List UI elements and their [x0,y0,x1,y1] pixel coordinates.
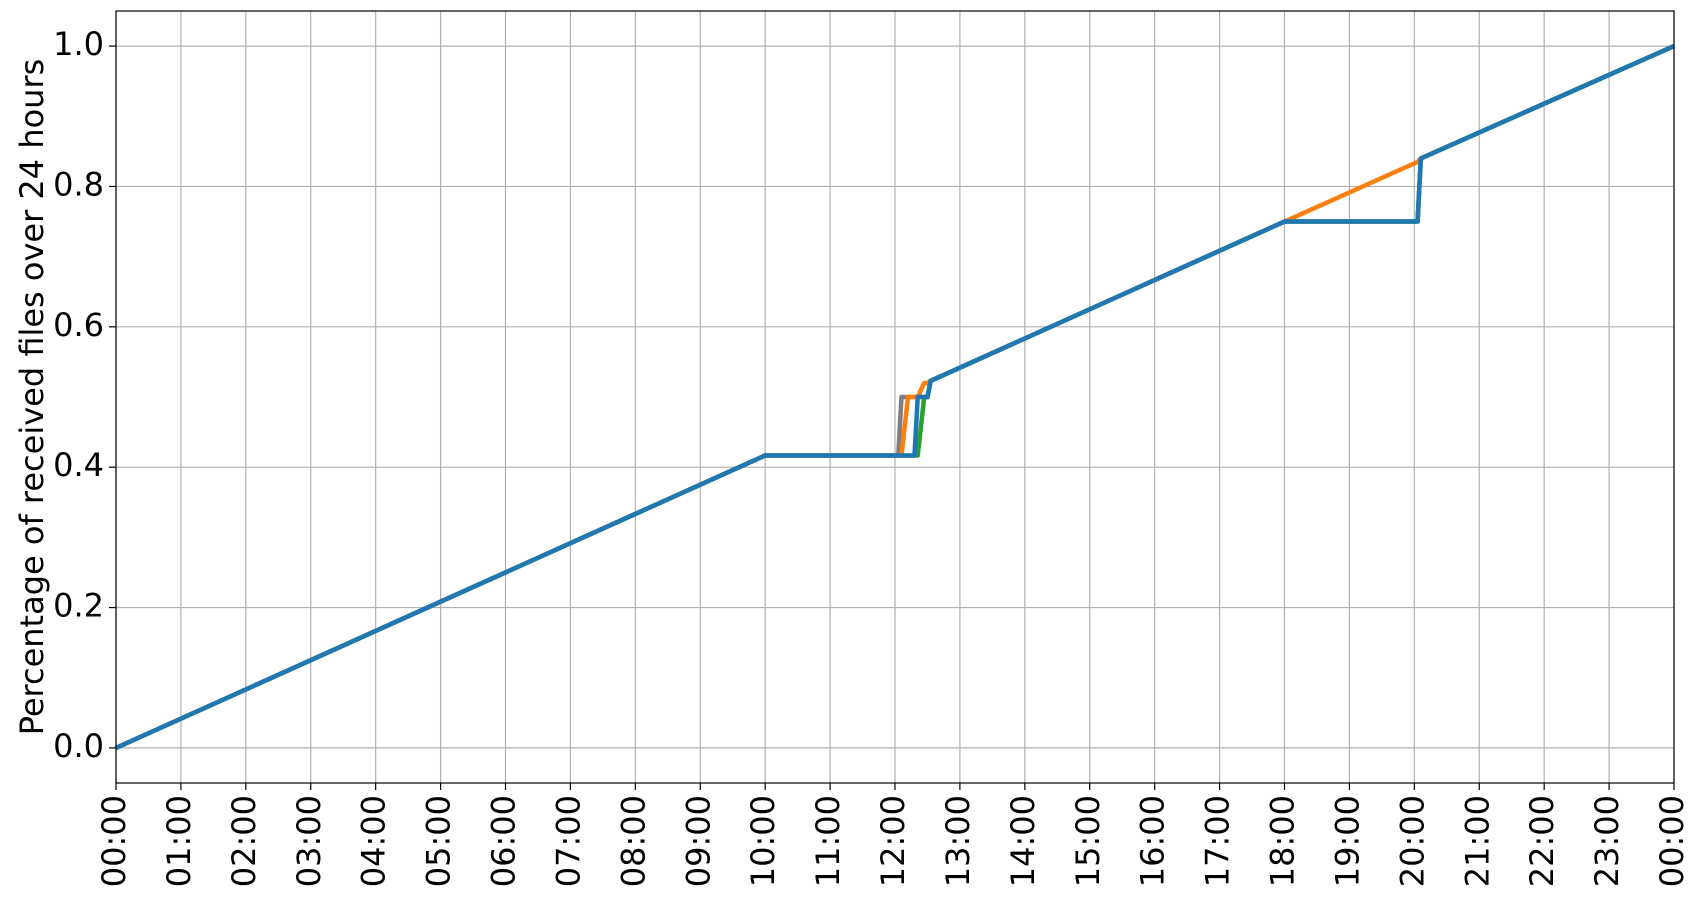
x-tick-label: 07:00 [549,795,587,887]
y-tick-label: 1.0 [53,25,104,63]
x-tick-label: 00:00 [1653,795,1691,887]
y-tick-label: 0.8 [53,165,104,203]
x-tick-label: 06:00 [485,795,523,887]
y-tick-label: 0.6 [53,306,104,344]
plot-frame [115,10,1675,784]
x-tick-label: 18:00 [1264,795,1302,887]
x-tick-label: 16:00 [1134,795,1172,887]
x-tick-label: 15:00 [1069,795,1107,887]
y-axis-label: Percentage of received files over 24 hou… [13,59,51,736]
x-tick-label: 21:00 [1458,795,1496,887]
x-tick-label: 20:00 [1393,795,1431,887]
x-tick-label: 08:00 [614,795,652,887]
x-tick-label: 03:00 [290,795,328,887]
y-tick-label: 0.2 [53,587,104,625]
x-tick-label: 00:00 [95,795,133,887]
x-tick-label: 12:00 [874,795,912,887]
x-tick-label: 22:00 [1523,795,1561,887]
x-tick-label: 19:00 [1328,795,1366,887]
x-tick-label: 11:00 [809,795,847,887]
x-tick-label: 10:00 [744,795,782,887]
x-tick-label: 05:00 [420,795,458,887]
x-tick-label: 09:00 [679,795,717,887]
x-tick-label: 01:00 [160,795,198,887]
x-tick-label: 23:00 [1588,795,1626,887]
y-tick-label: 0.0 [53,727,104,765]
x-tick-label: 17:00 [1199,795,1237,887]
x-tick-label: 13:00 [939,795,977,887]
series-line [115,44,1675,750]
y-tick-label: 0.4 [53,446,104,484]
x-tick-label: 02:00 [225,795,263,887]
x-tick-label: 14:00 [1004,795,1042,887]
x-tick-label: 04:00 [355,795,393,887]
